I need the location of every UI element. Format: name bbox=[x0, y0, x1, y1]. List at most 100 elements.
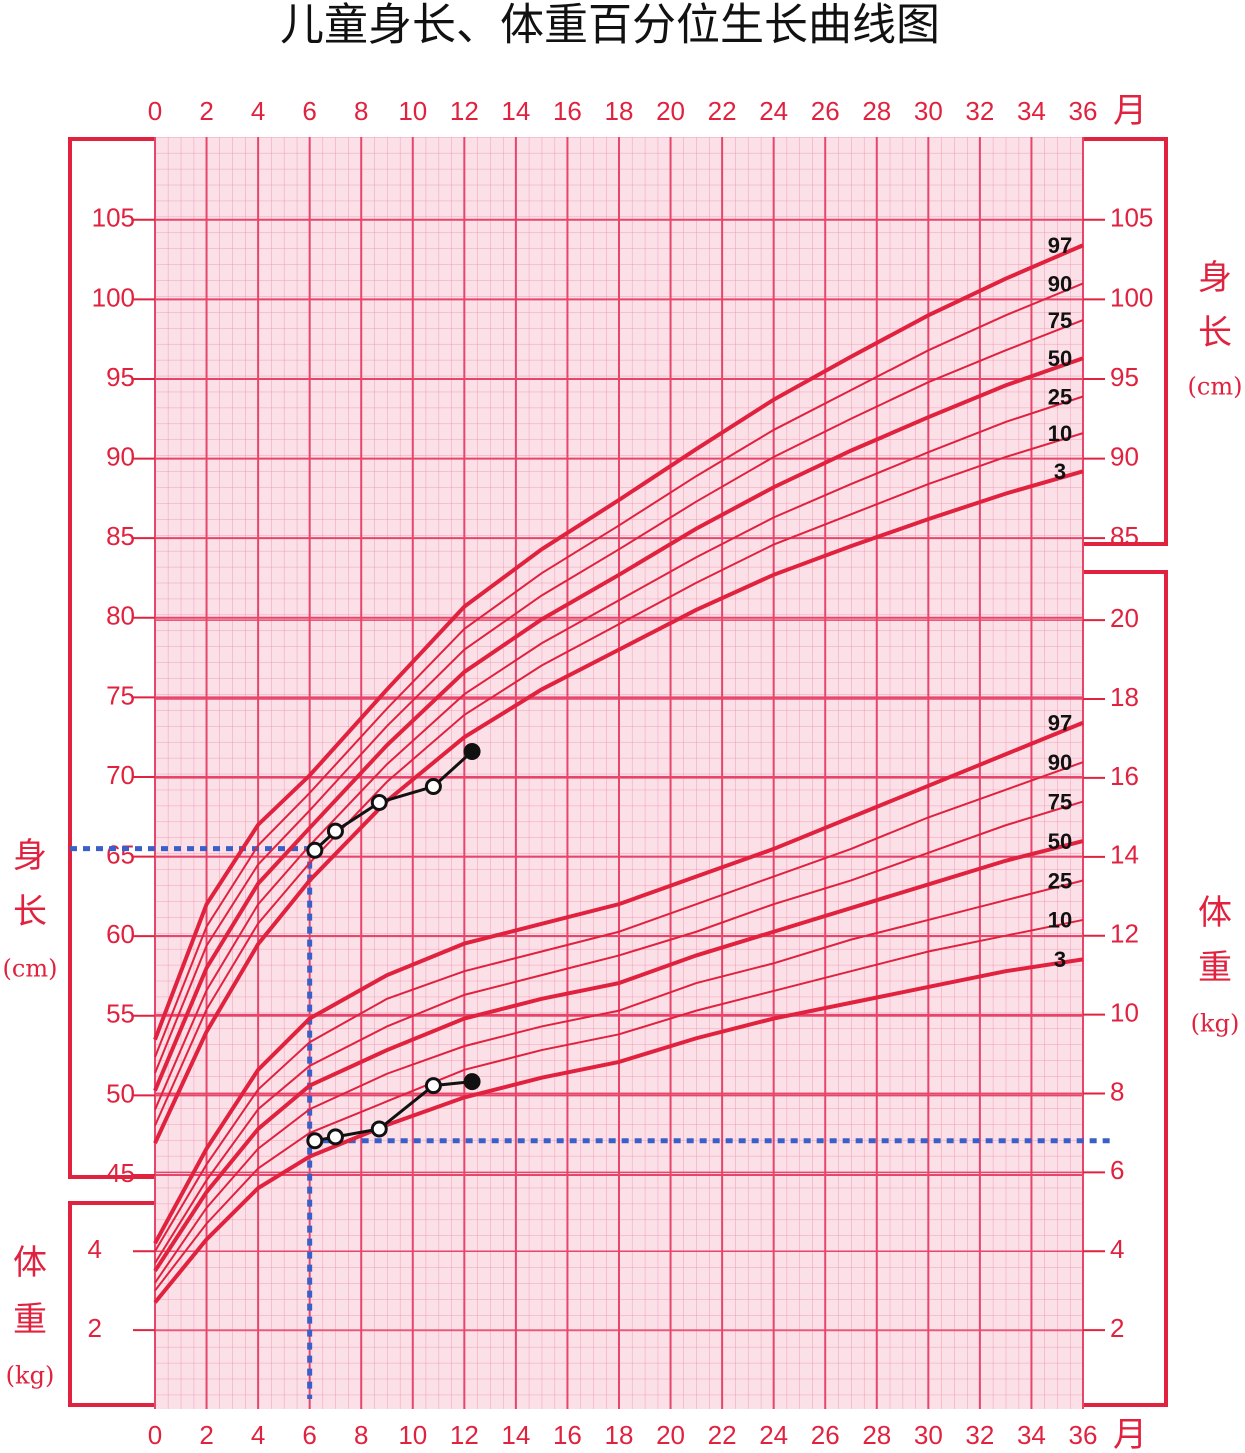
percentile-label: 25 bbox=[1048, 868, 1072, 893]
percentile-line bbox=[154, 432, 1084, 1127]
percentile-label: 90 bbox=[1048, 271, 1072, 296]
y-tick-label: 65 bbox=[106, 839, 135, 869]
y2-tick-label: 18 bbox=[1110, 682, 1139, 712]
x-tick-label: 26 bbox=[811, 96, 840, 126]
x-tick-label: 24 bbox=[759, 96, 788, 126]
y2-tick-label: 4 bbox=[1110, 1234, 1124, 1264]
x-tick-label: 30 bbox=[914, 96, 943, 126]
x-tick-label: 10 bbox=[398, 1420, 427, 1450]
percentile-label: 97 bbox=[1048, 711, 1072, 736]
child-point bbox=[424, 778, 442, 796]
y-tick-label: 75 bbox=[106, 680, 135, 710]
y2-tick-label: 2 bbox=[88, 1313, 102, 1343]
y-tick-label: 105 bbox=[92, 203, 135, 233]
percentile-line bbox=[154, 319, 1084, 1074]
axis-label: 长 bbox=[13, 892, 47, 932]
y-tick-label: 105 bbox=[1110, 203, 1153, 233]
x-tick-label: 4 bbox=[251, 1420, 265, 1450]
y2-tick-label: 14 bbox=[1110, 840, 1139, 870]
percentile-line bbox=[154, 800, 1084, 1264]
y2-tick-label: 8 bbox=[1110, 1076, 1124, 1106]
y-tick-label: 85 bbox=[1110, 521, 1139, 551]
y-tick-label: 60 bbox=[106, 919, 135, 949]
percentile-line bbox=[154, 282, 1084, 1058]
percentile-label: 3 bbox=[1054, 459, 1066, 484]
percentile-line bbox=[154, 879, 1084, 1284]
y2-tick-label: 20 bbox=[1110, 603, 1139, 633]
x-tick-label: 32 bbox=[965, 96, 994, 126]
chart-title: 儿童身长、体重百分位生长曲线图 bbox=[280, 0, 940, 51]
x-tick-label: 22 bbox=[708, 1420, 737, 1450]
x-tick-label: 14 bbox=[501, 1420, 530, 1450]
x-tick-label: 12 bbox=[450, 96, 479, 126]
x-unit: 月 bbox=[1113, 91, 1147, 131]
axis-label: 重 bbox=[1198, 948, 1232, 988]
y2-tick-label: 6 bbox=[1110, 1155, 1124, 1185]
x-tick-label: 2 bbox=[199, 96, 213, 126]
y-tick-label: 80 bbox=[106, 601, 135, 631]
percentile-line bbox=[153, 720, 1084, 1245]
percentile-line bbox=[153, 839, 1084, 1273]
y-tick-label: 70 bbox=[106, 760, 135, 790]
x-tick-label: 34 bbox=[1017, 1420, 1046, 1450]
y2-tick-label: 2 bbox=[1110, 1313, 1124, 1343]
x-tick-label: 22 bbox=[708, 96, 737, 126]
y-tick-label: 100 bbox=[92, 282, 135, 312]
x-tick-label: 20 bbox=[656, 1420, 685, 1450]
x-tick-label: 8 bbox=[354, 1420, 368, 1450]
percentile-line bbox=[154, 918, 1084, 1292]
y-tick-label: 85 bbox=[106, 521, 135, 551]
y2-tick-label: 16 bbox=[1110, 761, 1139, 791]
percentile-label: 25 bbox=[1048, 384, 1072, 409]
y-tick-label: 95 bbox=[1110, 362, 1139, 392]
axis-label: 体 bbox=[13, 1243, 47, 1283]
x-tick-label: 16 bbox=[553, 1420, 582, 1450]
y-tick-label: 90 bbox=[1110, 441, 1139, 471]
percentile-line bbox=[154, 395, 1084, 1111]
x-tick-label: 16 bbox=[553, 96, 582, 126]
y2-tick-label: 10 bbox=[1110, 997, 1139, 1027]
percentile-label: 3 bbox=[1054, 947, 1066, 972]
percentile-line bbox=[154, 761, 1084, 1252]
x-tick-label: 30 bbox=[914, 1420, 943, 1450]
percentile-label: 75 bbox=[1048, 308, 1072, 333]
axis-label: 重 bbox=[13, 1300, 47, 1340]
axis-label: 体 bbox=[1198, 893, 1232, 933]
x-tick-label: 0 bbox=[148, 1420, 162, 1450]
child-point bbox=[326, 1128, 344, 1146]
axis-label: (kg) bbox=[6, 1362, 55, 1390]
child-point bbox=[370, 793, 388, 811]
frame-left-weight bbox=[68, 1201, 155, 1407]
percentile-label: 50 bbox=[1048, 829, 1072, 854]
percentile-line bbox=[153, 469, 1084, 1144]
frame-left-height bbox=[68, 137, 155, 1179]
x-tick-label: 36 bbox=[1069, 1420, 1098, 1450]
percentile-label: 10 bbox=[1048, 908, 1072, 933]
x-tick-label: 34 bbox=[1017, 96, 1046, 126]
x-tick-label: 20 bbox=[656, 96, 685, 126]
x-tick-label: 18 bbox=[605, 1420, 634, 1450]
child-point bbox=[463, 743, 481, 761]
y2-tick-label: 12 bbox=[1110, 919, 1139, 949]
x-tick-label: 6 bbox=[302, 96, 316, 126]
percentile-label: 50 bbox=[1048, 346, 1072, 371]
axis-label: 身 bbox=[13, 836, 47, 876]
y-tick-label: 45 bbox=[106, 1158, 135, 1188]
x-tick-label: 2 bbox=[199, 1420, 213, 1450]
y-tick-label: 100 bbox=[1110, 282, 1153, 312]
x-tick-label: 0 bbox=[148, 96, 162, 126]
x-tick-label: 36 bbox=[1069, 96, 1098, 126]
x-tick-label: 14 bbox=[501, 96, 530, 126]
child-point bbox=[326, 822, 344, 840]
percentile-label: 75 bbox=[1048, 789, 1072, 814]
frames bbox=[68, 137, 1168, 1407]
y-tick-label: 55 bbox=[106, 999, 135, 1029]
percentile-label: 90 bbox=[1048, 750, 1072, 775]
child-point bbox=[463, 1073, 481, 1091]
percentile-line bbox=[153, 356, 1084, 1092]
x-tick-label: 6 bbox=[302, 1420, 316, 1450]
y-tick-label: 90 bbox=[106, 441, 135, 471]
percentile-label: 97 bbox=[1048, 233, 1072, 258]
frame-right-weight bbox=[1083, 570, 1168, 1407]
x-tick-label: 28 bbox=[862, 1420, 891, 1450]
